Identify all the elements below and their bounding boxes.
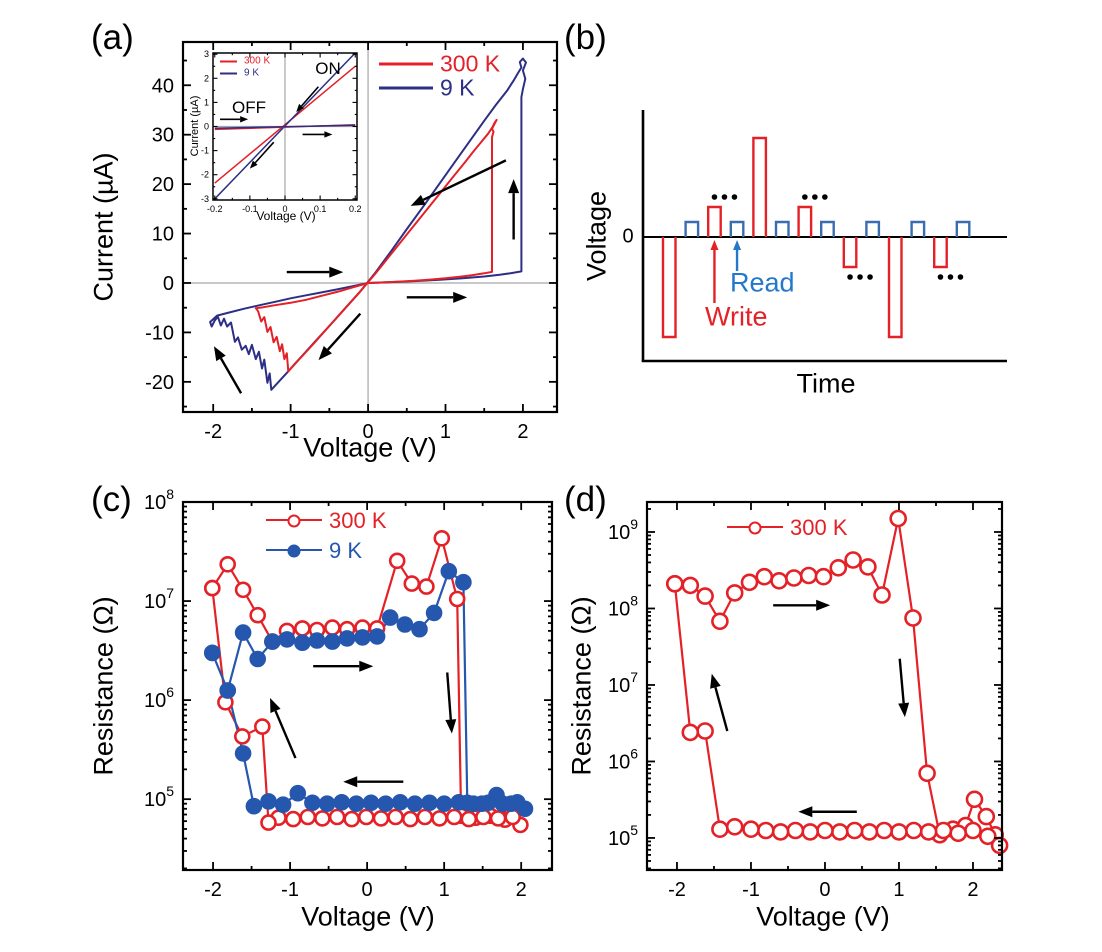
open-circle-marker-icon <box>748 521 762 535</box>
panel-b-plot <box>641 110 1007 363</box>
b-x-axis-title: Time <box>796 368 856 399</box>
c-legend-300k: 300 K <box>266 508 387 534</box>
filled-circle-marker-icon <box>287 544 301 558</box>
b-read-label: Read <box>730 267 795 298</box>
svg-text:0: 0 <box>362 879 373 901</box>
panel-c-label: (c) <box>91 480 132 519</box>
svg-text:-20: -20 <box>145 372 174 394</box>
c-legend-300k-label: 300 K <box>329 508 387 533</box>
d-legend-marker-300k <box>727 520 783 536</box>
svg-text:-10: -10 <box>145 322 174 344</box>
svg-text:2: 2 <box>517 421 528 443</box>
svg-text:0: 0 <box>282 204 287 214</box>
svg-text:2: 2 <box>516 879 527 901</box>
panel-c-plot: -2 -1 0 1 2 105 106 107 108 <box>144 486 554 901</box>
svg-text:108: 108 <box>608 592 638 620</box>
svg-text:2: 2 <box>967 879 978 901</box>
c-legend-marker-300k <box>266 513 322 529</box>
panel-a_inset-plot: -0.2 -0.1 0 0.1 0.2 -3 -2 -1 0 1 2 3 <box>201 49 362 214</box>
open-circle-marker-icon <box>287 514 301 528</box>
panel-d-plot: -2 -1 0 1 2 105 106 107 108 109 <box>608 500 1009 901</box>
svg-text:107: 107 <box>608 669 638 697</box>
svg-text:-2: -2 <box>204 421 222 443</box>
svg-text:30: 30 <box>152 125 174 147</box>
a-legend-300k-label: 300 K <box>440 50 501 77</box>
svg-text:2: 2 <box>204 73 209 83</box>
svg-text:1: 1 <box>893 879 904 901</box>
svg-text:0: 0 <box>363 421 374 443</box>
svg-text:-1: -1 <box>742 879 760 901</box>
svg-text:0: 0 <box>163 273 174 295</box>
svg-text:0.1: 0.1 <box>314 204 327 214</box>
svg-text:-0.2: -0.2 <box>207 204 223 214</box>
svg-text:20: 20 <box>152 174 174 196</box>
a-legend-9k: 9 K <box>379 75 475 102</box>
svg-text:0: 0 <box>819 879 830 901</box>
svg-text:-2: -2 <box>201 170 209 180</box>
svg-text:106: 106 <box>608 745 638 773</box>
b-write-label: Write <box>705 301 768 332</box>
inset-legend-300k-label: 300 K <box>244 55 271 67</box>
svg-text:1: 1 <box>204 97 209 107</box>
legend-line-300k <box>379 62 433 66</box>
b-zero-label: 0 <box>622 225 634 248</box>
panel-b-label: (b) <box>564 18 607 57</box>
c-y-axis-title: Resistance (Ω) <box>88 596 119 776</box>
panel-d-label: (d) <box>564 480 607 519</box>
svg-text:-3: -3 <box>201 194 209 204</box>
svg-text:105: 105 <box>608 822 638 850</box>
svg-text:1: 1 <box>440 421 451 443</box>
svg-text:105: 105 <box>144 783 174 811</box>
inset-legend-300k: 300 K <box>220 56 270 67</box>
svg-text:106: 106 <box>144 684 174 712</box>
svg-text:109: 109 <box>608 516 638 544</box>
a-x-axis-title: Voltage (V) <box>303 432 437 463</box>
inset-x-axis-title: Voltage (V) <box>256 209 316 223</box>
svg-text:0: 0 <box>204 122 209 132</box>
inset-legend-line-9k <box>220 72 237 74</box>
inset-legend-line-300k <box>220 60 237 62</box>
inset-on-label: ON <box>315 59 341 78</box>
c-legend-9k-label: 9 K <box>329 538 363 563</box>
a-legend-9k-label: 9 K <box>440 74 475 101</box>
d-y-axis-title: Resistance (Ω) <box>566 596 597 776</box>
svg-text:-1: -1 <box>201 146 209 156</box>
c-legend-9k: 9 K <box>266 538 362 564</box>
a-y-axis-title: Current (µA) <box>88 152 119 302</box>
inset-legend-9k: 9 K <box>220 68 259 79</box>
d-x-axis-title: Voltage (V) <box>756 901 890 932</box>
inset-off-label: OFF <box>232 98 266 117</box>
panel-a-label: (a) <box>91 18 134 57</box>
b-y-axis-title: Voltage <box>581 190 612 282</box>
svg-text:-1: -1 <box>282 421 300 443</box>
svg-text:108: 108 <box>144 486 174 514</box>
legend-line-9k <box>379 86 433 90</box>
svg-text:1: 1 <box>439 879 450 901</box>
inset-legend-9k-label: 9 K <box>244 67 260 79</box>
svg-text:-1: -1 <box>281 879 299 901</box>
inset-y-axis-title: Current (µA) <box>189 95 201 157</box>
svg-text:0.2: 0.2 <box>349 204 362 214</box>
d-legend-300k-label: 300 K <box>790 515 848 540</box>
svg-text:40: 40 <box>152 75 174 97</box>
svg-text:10: 10 <box>152 224 174 246</box>
svg-text:-2: -2 <box>204 879 222 901</box>
svg-text:-2: -2 <box>668 879 686 901</box>
svg-text:3: 3 <box>204 49 209 59</box>
c-x-axis-title: Voltage (V) <box>301 901 435 932</box>
svg-text:107: 107 <box>144 585 174 613</box>
svg-text:-0.1: -0.1 <box>242 204 258 214</box>
c-legend-marker-9k <box>266 543 322 559</box>
a-legend-300k: 300 K <box>379 51 500 78</box>
d-legend-300k: 300 K <box>727 515 848 541</box>
